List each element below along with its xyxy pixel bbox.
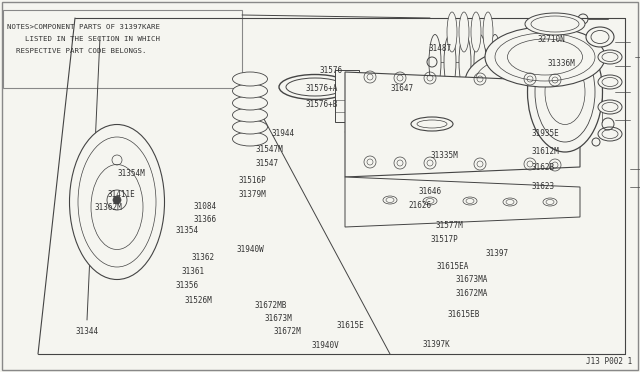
Text: 31362: 31362	[192, 253, 215, 262]
Text: NOTES>COMPONENT PARTS OF 31397KARE: NOTES>COMPONENT PARTS OF 31397KARE	[7, 24, 160, 30]
Ellipse shape	[232, 108, 268, 122]
Bar	[335, 100, 359, 112]
Text: 31336M: 31336M	[547, 60, 575, 68]
Text: 31411E: 31411E	[108, 190, 135, 199]
Ellipse shape	[458, 90, 582, 154]
Text: 31366: 31366	[193, 215, 216, 224]
Ellipse shape	[586, 27, 614, 47]
Text: 31940V: 31940V	[312, 341, 339, 350]
Text: LISTED IN THE SECTION IN WHICH: LISTED IN THE SECTION IN WHICH	[7, 36, 160, 42]
Bar	[3, 10, 242, 88]
Ellipse shape	[598, 50, 622, 64]
Ellipse shape	[444, 35, 456, 90]
Text: 31344: 31344	[76, 327, 99, 336]
Text: 31362M: 31362M	[95, 203, 122, 212]
Ellipse shape	[232, 84, 268, 98]
Ellipse shape	[232, 120, 268, 134]
Text: 32710N: 32710N	[538, 35, 565, 44]
Text: 31516P: 31516P	[238, 176, 266, 185]
Text: 31361: 31361	[181, 267, 204, 276]
Ellipse shape	[459, 12, 469, 52]
Ellipse shape	[429, 35, 441, 90]
Text: 31672MA: 31672MA	[456, 289, 488, 298]
Ellipse shape	[279, 74, 351, 99]
Ellipse shape	[485, 27, 605, 87]
Text: 31526M: 31526M	[185, 296, 212, 305]
Text: 31354M: 31354M	[117, 169, 145, 178]
Text: 31547M: 31547M	[256, 145, 284, 154]
Polygon shape	[345, 72, 580, 177]
Circle shape	[113, 196, 121, 204]
Text: 31356: 31356	[175, 281, 198, 290]
Text: 31672MB: 31672MB	[255, 301, 287, 310]
Ellipse shape	[232, 72, 268, 86]
Ellipse shape	[489, 35, 501, 90]
Ellipse shape	[598, 127, 622, 141]
Text: 31935E: 31935E	[531, 129, 559, 138]
Ellipse shape	[465, 47, 595, 117]
Text: 31940W: 31940W	[237, 245, 264, 254]
Text: 21626: 21626	[408, 201, 431, 210]
Text: 31576+A: 31576+A	[306, 84, 339, 93]
Text: 31673M: 31673M	[264, 314, 292, 323]
Bar	[335, 70, 359, 122]
Text: 31397K: 31397K	[422, 340, 450, 349]
Text: 31623: 31623	[531, 182, 554, 191]
Ellipse shape	[232, 96, 268, 110]
Ellipse shape	[525, 13, 585, 35]
Text: 31335M: 31335M	[430, 151, 458, 160]
Text: 31487: 31487	[429, 44, 452, 53]
Ellipse shape	[459, 35, 471, 90]
Text: 31397: 31397	[485, 249, 508, 258]
Text: 31673MA: 31673MA	[456, 275, 488, 284]
Ellipse shape	[527, 32, 602, 152]
Text: 31615E: 31615E	[337, 321, 364, 330]
Ellipse shape	[471, 12, 481, 52]
Text: J13 P002 1: J13 P002 1	[586, 357, 632, 366]
Text: 31646: 31646	[419, 187, 442, 196]
Text: 31084: 31084	[193, 202, 216, 211]
Text: 31576+B: 31576+B	[306, 100, 339, 109]
Text: 31672M: 31672M	[274, 327, 301, 336]
Ellipse shape	[232, 132, 268, 146]
Text: 31647: 31647	[390, 84, 413, 93]
Ellipse shape	[598, 75, 622, 89]
Ellipse shape	[598, 100, 622, 114]
Text: 31577M: 31577M	[435, 221, 463, 230]
Ellipse shape	[411, 117, 453, 131]
Text: 31615EA: 31615EA	[436, 262, 469, 271]
Text: 31547: 31547	[256, 159, 279, 168]
Text: 31517P: 31517P	[430, 235, 458, 244]
Text: 31944: 31944	[272, 129, 295, 138]
Text: 31379M: 31379M	[238, 190, 266, 199]
Text: RESPECTIVE PART CODE BELONGS.: RESPECTIVE PART CODE BELONGS.	[7, 48, 147, 54]
Text: 31576: 31576	[320, 66, 343, 75]
Text: 31612M: 31612M	[531, 147, 559, 155]
Text: 31354: 31354	[175, 226, 198, 235]
Ellipse shape	[474, 35, 486, 90]
Ellipse shape	[447, 12, 457, 52]
Text: 3162B: 3162B	[531, 163, 554, 172]
Ellipse shape	[70, 125, 164, 279]
Text: 31615EB: 31615EB	[448, 310, 481, 319]
Ellipse shape	[483, 12, 493, 52]
Polygon shape	[345, 177, 580, 227]
